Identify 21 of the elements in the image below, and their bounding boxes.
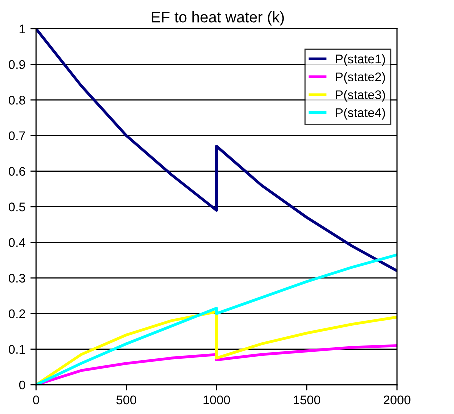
- y-tick-label: 0.2: [9, 310, 26, 318]
- y-tick-label: 0.4: [9, 238, 26, 248]
- y-tick-label: 0.7: [9, 132, 26, 140]
- y-tick-label: 0.5: [9, 202, 26, 212]
- x-tick-label: 500: [116, 396, 136, 405]
- legend-label: P(state3): [336, 90, 386, 102]
- x-tick-label: 0: [33, 396, 40, 405]
- y-tick-label: 0.6: [9, 167, 26, 176]
- legend-label: P(state4): [336, 108, 386, 120]
- y-tick-label: 0.1: [9, 345, 26, 354]
- x-tick-label: 2000: [384, 396, 411, 405]
- legend-label: P(state2): [336, 72, 386, 84]
- chart-title: EF to heat water (k): [152, 12, 284, 26]
- y-tick-label: 0.3: [9, 274, 26, 283]
- y-tick-label: 0.8: [9, 96, 26, 105]
- y-tick-label: 0: [19, 380, 26, 390]
- x-tick-label: 1500: [294, 396, 320, 405]
- y-tick-label: 1: [20, 24, 26, 34]
- legend-label: P(state1): [336, 54, 386, 66]
- x-tick-label: 1000: [204, 396, 230, 405]
- y-tick-label: 0.9: [9, 60, 26, 70]
